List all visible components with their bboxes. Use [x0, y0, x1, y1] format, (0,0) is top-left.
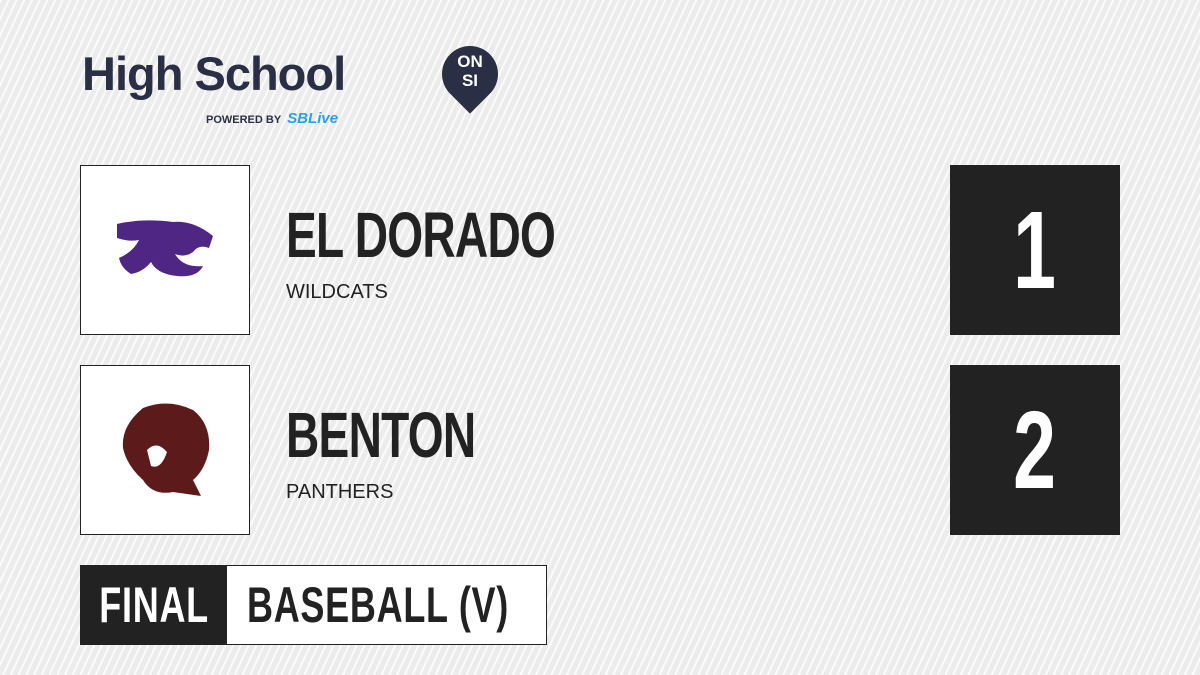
game-sport: BASEBALL (V) — [227, 566, 611, 644]
team-mascot-home: WILDCATS — [286, 281, 388, 303]
high-school-on-si-logo: High School ON SI POWERED BY SBLive — [82, 34, 510, 127]
on-si-badge: ON SI — [442, 52, 498, 90]
team-name-home: EL DORADO — [286, 199, 556, 271]
sblive-logo: SBLive — [287, 110, 339, 127]
wildcat-logo-icon — [80, 165, 250, 335]
score-away-value: 2 — [1013, 388, 1057, 512]
team-mascot-away: PANTHERS — [286, 481, 394, 503]
game-status: FINAL — [81, 566, 227, 644]
powered-by-label: POWERED BY — [206, 114, 282, 126]
score-home-value: 1 — [1013, 188, 1057, 312]
team-name-away: BENTON — [286, 399, 476, 471]
badge-line1: ON — [457, 52, 483, 71]
game-status-label: FINAL — [99, 577, 209, 633]
score-away: 2 — [950, 365, 1120, 535]
badge-line2: SI — [461, 71, 479, 90]
powered-by: POWERED BY SBLive — [206, 110, 338, 127]
panther-logo-icon — [80, 365, 250, 535]
score-home: 1 — [950, 165, 1120, 335]
game-sport-label: BASEBALL (V) — [247, 577, 509, 633]
game-info-bar: FINAL BASEBALL (V) — [80, 565, 547, 645]
logo-title: High School — [82, 47, 346, 100]
